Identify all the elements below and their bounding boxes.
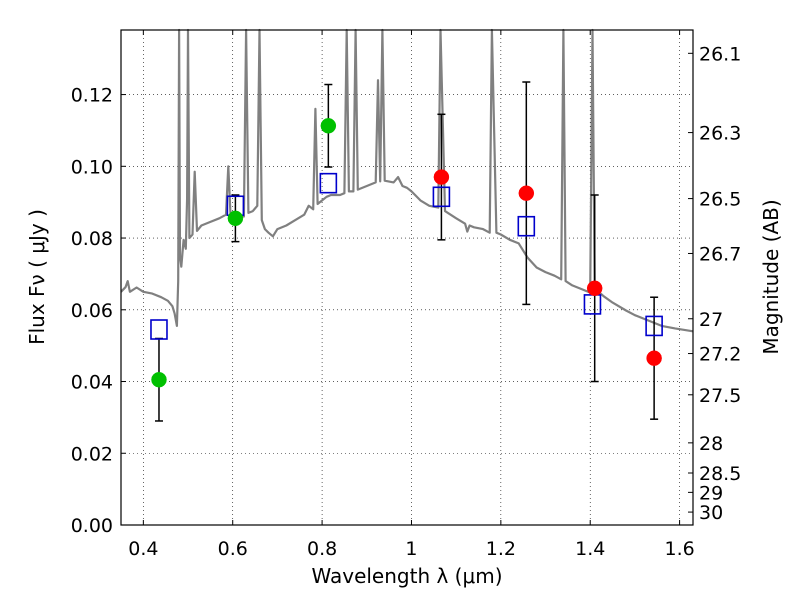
x-tick-label: 1 [405, 538, 417, 560]
magnitude-tick-label: 26.7 [699, 243, 741, 265]
magnitude-tick-label: 27 [699, 309, 723, 331]
magnitude-tick-label: 29 [699, 482, 723, 504]
x-axis-label: Wavelength λ (μm) [311, 564, 502, 588]
y-tick-label: 0.08 [71, 228, 113, 250]
y-axis-ticks: 0.00 0.02 0.04 0.06 0.08 0.10 0.12 [71, 85, 126, 537]
x-tick-label: 1.6 [664, 538, 694, 560]
observed-flux-point [151, 371, 167, 388]
model-photometry-square [517, 215, 536, 237]
y-axis-label: Flux Fν ( μJy ) [25, 209, 49, 345]
y-tick-label: 0.12 [71, 85, 113, 107]
model-sed-line [120, 28, 694, 333]
model-photometry-square [645, 315, 663, 337]
magnitude-tick-label: 26.1 [699, 43, 741, 65]
model-photometry-square [319, 172, 338, 194]
model-sed-group [120, 28, 694, 333]
model-photometry-square [432, 186, 451, 208]
magnitude-tick-label: 28 [699, 433, 723, 455]
observed-flux-point [320, 118, 337, 134]
magnitude-tick-label: 27.2 [699, 344, 741, 366]
y-tick-label: 0.02 [71, 443, 113, 465]
x-tick-label: 0.8 [307, 538, 337, 560]
model-photometry-square [150, 319, 168, 340]
magnitude-tick-label: 28.5 [699, 463, 741, 485]
markers-group [150, 118, 663, 388]
magnitude-tick-label: 30 [699, 502, 723, 524]
observed-flux-point [227, 210, 244, 227]
observed-flux-point [518, 185, 535, 201]
y-tick-label: 0.10 [71, 156, 113, 178]
observed-flux-point [586, 280, 603, 297]
x-tick-label: 1.4 [575, 538, 605, 560]
magnitude-tick-label: 26.3 [699, 123, 741, 145]
x-tick-label: 0.4 [128, 538, 158, 560]
y-tick-label: 0.04 [71, 372, 113, 394]
x-axis-ticks: 0.4 0.6 0.8 1 1.2 1.4 1.6 [128, 30, 695, 560]
observed-flux-point [433, 169, 450, 185]
x-tick-label: 0.6 [218, 538, 248, 560]
right-axis-label: Magnitude (AB) [759, 199, 783, 354]
magnitude-tick-label: 27.5 [699, 385, 741, 407]
y-tick-label: 0.00 [71, 515, 113, 537]
plot-frame [120, 29, 694, 526]
observed-flux-point [646, 350, 662, 366]
x-tick-label: 1.2 [486, 538, 516, 560]
plot-background [121, 30, 693, 525]
magnitude-tick-label: 26.5 [699, 189, 741, 211]
y-tick-label: 0.06 [71, 300, 113, 322]
